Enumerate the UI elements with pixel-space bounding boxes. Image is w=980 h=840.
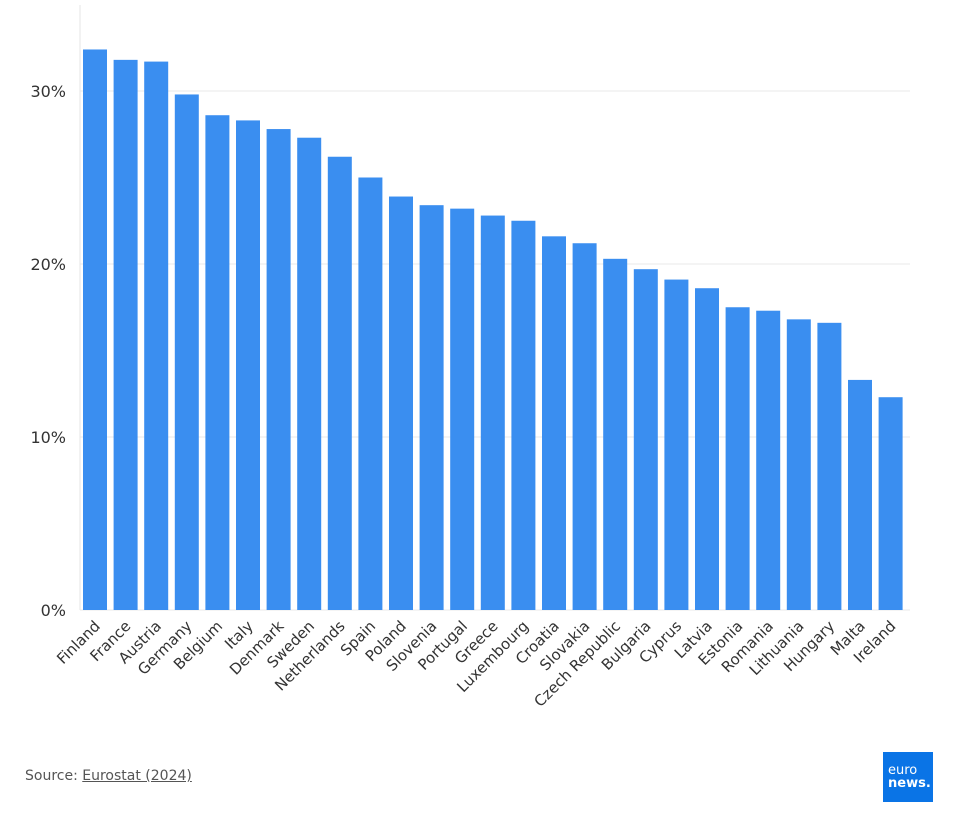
bar-lithuania[interactable] [786,319,811,610]
bar-denmark[interactable] [266,129,291,610]
bar-cyprus[interactable] [664,279,689,610]
bar-estonia[interactable] [725,307,750,610]
y-tick-label: 20% [30,255,66,274]
y-tick-label: 10% [30,428,66,447]
bar-austria[interactable] [144,61,169,610]
bar-ireland[interactable] [878,397,903,610]
y-tick-label: 0% [41,601,66,620]
bar-belgium[interactable] [205,115,230,610]
bar-sweden[interactable] [297,137,322,610]
bar-chart: 0%10%20%30% FinlandFranceAustriaGermanyB… [30,5,910,711]
bar-latvia[interactable] [695,288,719,610]
bar-slovakia[interactable] [572,243,597,611]
bar-italy[interactable] [236,120,260,610]
bar-luxembourg[interactable] [511,220,536,610]
bar-croatia[interactable] [542,236,566,610]
bar-france[interactable] [113,59,138,611]
bar-germany[interactable] [174,94,199,610]
bar-finland[interactable] [83,49,107,611]
bar-czech-republic[interactable] [603,258,628,610]
bar-bulgaria[interactable] [633,269,658,610]
bar-malta[interactable] [848,379,872,610]
source-prefix: Source: [25,768,83,784]
logo-text-top: euro [888,763,918,778]
euronews-logo: euro news. [883,752,933,802]
source-link[interactable]: Eurostat (2024) [82,768,192,784]
bar-hungary[interactable] [817,322,842,610]
source-note: Source: Eurostat (2024) [25,768,192,784]
bar-spain[interactable] [358,177,383,611]
bar-portugal[interactable] [450,208,475,610]
bar-netherlands[interactable] [327,156,352,611]
y-tick-label: 30% [30,82,66,101]
bar-slovenia[interactable] [419,205,444,610]
bar-greece[interactable] [480,215,505,610]
logo-text-bottom: news. [888,776,931,791]
bar-romania[interactable] [756,310,781,610]
bar-poland[interactable] [389,196,413,610]
